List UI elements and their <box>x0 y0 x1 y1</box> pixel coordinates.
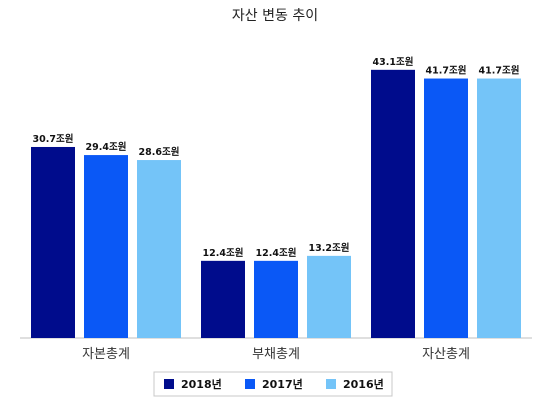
data-label-0-0: 30.7조원 <box>33 133 74 145</box>
data-label-1-0: 12.4조원 <box>203 247 244 259</box>
legend-label-2: 2016년 <box>343 377 384 391</box>
legend-label-0: 2018년 <box>181 377 222 391</box>
bars-group <box>31 69 521 339</box>
data-label-2-0: 43.1조원 <box>373 56 414 68</box>
category-label-1: 부채총계 <box>252 347 300 362</box>
bar-2-1 <box>424 78 468 339</box>
bar-2-2 <box>477 78 521 339</box>
legend-swatch-2 <box>326 379 336 389</box>
data-labels-group: 30.7조원 29.4조원 28.6조원 12.4조원 12.4조원 13.2조원 43.1… <box>33 56 520 259</box>
bar-2-0 <box>371 69 415 339</box>
data-label-2-1: 41.7조원 <box>426 65 467 77</box>
category-labels-group: 자본총계 부채총계 자산총계 <box>82 347 470 362</box>
data-label-1-2: 13.2조원 <box>309 242 350 254</box>
data-label-0-2: 28.6조원 <box>139 146 180 158</box>
legend-swatch-1 <box>245 379 255 389</box>
bar-1-2 <box>307 255 351 338</box>
data-label-2-2: 41.7조원 <box>479 65 520 77</box>
category-label-2: 자산총계 <box>422 347 470 362</box>
bar-0-1 <box>84 155 128 338</box>
legend-label-1: 2017년 <box>262 377 303 391</box>
legend-swatch-0 <box>164 379 174 389</box>
chart-title: 자산 변동 추이 <box>232 8 318 24</box>
bar-1-1 <box>254 260 298 338</box>
data-label-1-1: 12.4조원 <box>256 247 297 259</box>
bar-0-0 <box>31 146 75 338</box>
bar-0-2 <box>137 160 181 338</box>
legend-box <box>153 371 393 397</box>
bar-1-0 <box>201 260 245 338</box>
category-label-0: 자본총계 <box>82 347 130 362</box>
legend: 2018년 2017년 2016년 <box>164 377 384 391</box>
data-label-0-1: 29.4조원 <box>86 141 127 153</box>
